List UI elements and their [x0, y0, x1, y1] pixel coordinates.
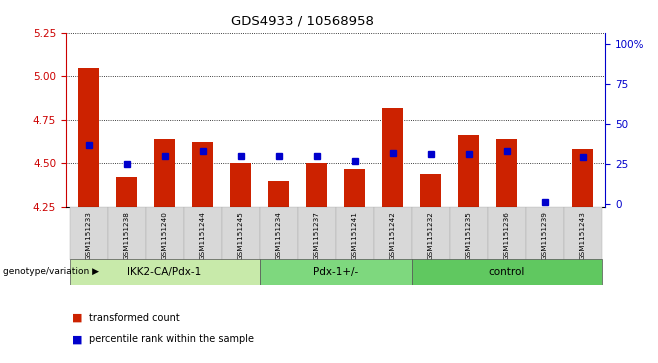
- Bar: [344, 168, 365, 207]
- Text: GSM1151245: GSM1151245: [238, 211, 243, 260]
- Text: ■: ■: [72, 334, 83, 344]
- Text: GSM1151233: GSM1151233: [86, 211, 91, 260]
- Bar: [306, 163, 327, 207]
- Text: GSM1151239: GSM1151239: [542, 211, 547, 260]
- Bar: [108, 207, 145, 260]
- Text: GSM1151242: GSM1151242: [390, 211, 395, 260]
- Text: GSM1151234: GSM1151234: [276, 211, 282, 260]
- Text: GSM1151237: GSM1151237: [314, 211, 320, 260]
- Text: IKK2-CA/Pdx-1: IKK2-CA/Pdx-1: [128, 267, 202, 277]
- Text: GSM1151244: GSM1151244: [199, 211, 205, 260]
- Bar: [449, 207, 488, 260]
- Bar: [496, 139, 517, 207]
- Bar: [382, 107, 403, 207]
- Bar: [260, 207, 297, 260]
- Bar: [260, 259, 411, 285]
- Bar: [488, 207, 526, 260]
- Bar: [78, 68, 99, 207]
- Bar: [116, 177, 137, 207]
- Text: percentile rank within the sample: percentile rank within the sample: [89, 334, 254, 344]
- Bar: [336, 207, 374, 260]
- Bar: [526, 207, 563, 260]
- Text: GSM1151243: GSM1151243: [580, 211, 586, 260]
- Bar: [154, 139, 175, 207]
- Bar: [222, 207, 260, 260]
- Bar: [572, 150, 593, 207]
- Bar: [563, 207, 601, 260]
- Text: GSM1151235: GSM1151235: [466, 211, 472, 260]
- Text: GSM1151232: GSM1151232: [428, 211, 434, 260]
- Bar: [297, 207, 336, 260]
- Bar: [420, 174, 441, 207]
- Bar: [411, 207, 449, 260]
- Bar: [230, 163, 251, 207]
- Bar: [184, 207, 222, 260]
- Text: GSM1151236: GSM1151236: [503, 211, 509, 260]
- Bar: [411, 259, 601, 285]
- Bar: [70, 259, 260, 285]
- Text: control: control: [488, 267, 524, 277]
- Text: GSM1151241: GSM1151241: [351, 211, 357, 260]
- Bar: [192, 142, 213, 207]
- Bar: [70, 207, 108, 260]
- Text: GSM1151240: GSM1151240: [162, 211, 168, 260]
- Text: ■: ■: [72, 313, 83, 323]
- Text: genotype/variation ▶: genotype/variation ▶: [3, 267, 99, 276]
- Bar: [268, 181, 289, 207]
- Text: GSM1151238: GSM1151238: [124, 211, 130, 260]
- Bar: [145, 207, 184, 260]
- Bar: [374, 207, 411, 260]
- Text: GDS4933 / 10568958: GDS4933 / 10568958: [231, 15, 374, 28]
- Text: Pdx-1+/-: Pdx-1+/-: [313, 267, 358, 277]
- Bar: [458, 135, 479, 207]
- Text: transformed count: transformed count: [89, 313, 180, 323]
